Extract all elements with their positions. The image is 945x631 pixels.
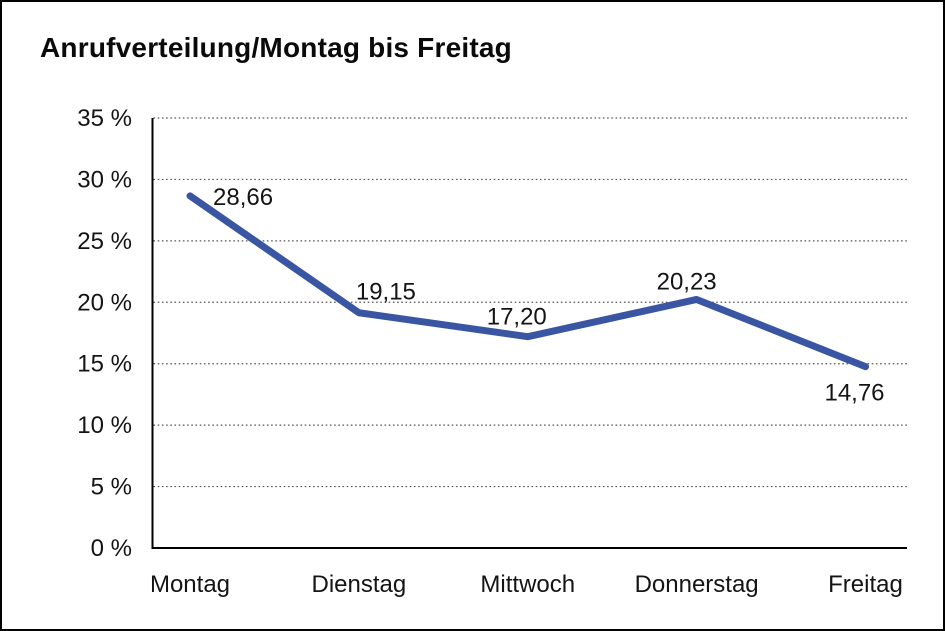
data-point-label: 28,66 (213, 184, 273, 211)
y-tick-label: 10 % (77, 412, 132, 439)
x-category-label: Montag (150, 571, 230, 598)
data-point-label: 14,76 (824, 380, 884, 407)
data-point-label: 19,15 (356, 279, 416, 306)
y-tick-label: 35 % (77, 105, 132, 132)
x-category-label: Dienstag (312, 571, 407, 598)
x-category-label: Freitag (828, 571, 903, 598)
data-point-label: 20,23 (657, 268, 717, 295)
y-tick-label: 25 % (77, 228, 132, 255)
y-tick-label: 15 % (77, 351, 132, 378)
y-tick-label: 5 % (91, 474, 132, 501)
chart-title: Anrufverteilung/Montag bis Freitag (40, 32, 512, 63)
data-point-label: 17,20 (487, 304, 547, 331)
data-line (186, 192, 869, 371)
y-tick-label: 0 % (91, 535, 132, 562)
y-tick-label: 20 % (77, 289, 132, 316)
x-category-label: Mittwoch (480, 571, 575, 598)
y-tick-label: 30 % (77, 166, 132, 193)
x-category-label: Donnerstag (635, 571, 759, 598)
